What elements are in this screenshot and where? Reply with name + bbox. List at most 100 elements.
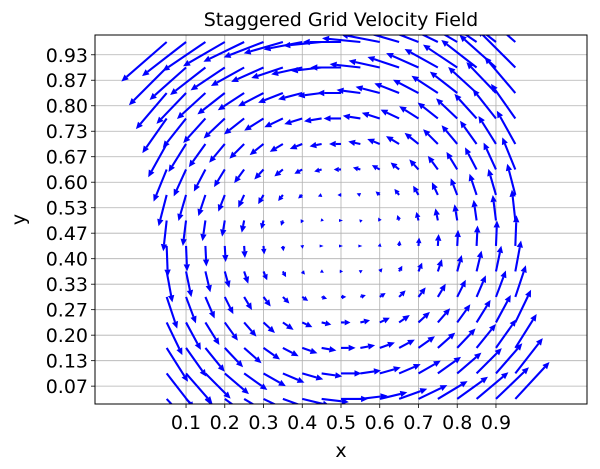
velocity-arrow — [475, 372, 509, 400]
arrow-head — [223, 51, 232, 58]
velocity-arrow — [183, 41, 226, 67]
y-tick-label: 0.27 — [46, 300, 88, 322]
velocity-arrow — [358, 244, 363, 248]
velocity-arrow — [185, 321, 201, 350]
arrow-shaft — [495, 324, 514, 349]
arrow-head — [355, 85, 364, 92]
arrow-shaft — [470, 180, 478, 196]
arrow-head — [217, 103, 226, 111]
arrow-shaft — [282, 372, 299, 381]
x-tick-label: 0.8 — [442, 412, 472, 434]
arrow-head — [241, 251, 248, 258]
arrow-head — [367, 343, 376, 350]
arrow-head — [243, 276, 250, 284]
arrow-shaft — [133, 66, 168, 102]
arrow-head — [217, 364, 225, 372]
arrow-shaft — [282, 397, 301, 404]
velocity-arrow — [135, 92, 168, 130]
arrow-shaft — [278, 168, 284, 174]
arrow-head — [474, 225, 481, 233]
arrow-shaft — [437, 312, 447, 324]
arrow-head — [480, 275, 487, 284]
arrow-head — [334, 372, 343, 379]
arrow-head — [309, 141, 317, 149]
arrow-shaft — [440, 102, 458, 120]
arrow-head — [337, 192, 342, 197]
arrow-head — [176, 111, 185, 119]
velocity-arrow — [336, 87, 361, 95]
y-tick-label: 0.40 — [46, 249, 88, 271]
arrow-shaft — [209, 41, 245, 60]
velocity-arrow — [417, 262, 423, 272]
arrow-shaft — [237, 66, 264, 81]
arrow-shaft — [394, 165, 400, 171]
arrow-head — [459, 279, 466, 288]
velocity-arrow — [456, 376, 488, 400]
arrow-head — [162, 64, 171, 72]
arrow-head — [254, 356, 262, 364]
velocity-arrow — [269, 143, 284, 152]
arrow-shaft — [301, 321, 307, 326]
arrow-head — [260, 222, 266, 229]
velocity-arrow — [360, 318, 371, 325]
arrow-head — [413, 185, 419, 193]
arrow-head — [193, 183, 200, 192]
velocity-arrow — [352, 166, 361, 172]
arrow-head — [249, 329, 257, 337]
arrow-shaft — [488, 61, 517, 94]
arrow-field — [121, 35, 550, 404]
arrow-head — [373, 368, 382, 375]
arrow-head — [245, 302, 253, 311]
velocity-arrow — [513, 215, 520, 246]
arrow-head — [427, 155, 435, 164]
arrow-head — [148, 169, 155, 178]
arrow-head — [223, 127, 232, 135]
velocity-arrow — [417, 336, 435, 349]
velocity-arrow — [341, 319, 351, 326]
arrow-head — [452, 204, 459, 212]
velocity-arrow — [188, 143, 207, 168]
x-tick-label: 0.1 — [171, 412, 201, 434]
arrow-shaft — [379, 319, 385, 324]
arrow-head — [229, 151, 237, 159]
arrow-shaft — [304, 91, 322, 97]
velocity-arrow — [446, 151, 459, 171]
arrow-head — [322, 295, 328, 300]
arrow-head — [300, 219, 305, 224]
velocity-arrow — [249, 143, 265, 156]
arrow-head — [436, 98, 444, 106]
arrow-shaft — [125, 41, 168, 78]
arrow-head — [190, 315, 197, 324]
arrow-shaft — [404, 109, 420, 120]
velocity-arrow — [278, 91, 303, 101]
arrow-head — [459, 381, 468, 388]
velocity-arrow — [224, 347, 244, 368]
arrow-head — [309, 347, 318, 354]
arrow-head — [341, 294, 347, 300]
arrow-head — [450, 178, 457, 186]
velocity-arrow — [224, 372, 249, 395]
arrow-shaft — [262, 321, 271, 330]
velocity-arrow — [417, 311, 430, 324]
arrow-shaft — [494, 227, 498, 247]
arrow-shaft — [456, 380, 483, 400]
arrow-shaft — [437, 360, 456, 375]
arrow-head — [427, 336, 435, 343]
velocity-arrow — [165, 372, 194, 404]
arrow-shaft — [240, 194, 246, 202]
velocity-arrow — [414, 211, 421, 221]
arrow-shaft — [174, 66, 207, 92]
arrow-shaft — [418, 387, 442, 400]
velocity-arrow — [495, 295, 511, 323]
arrow-shaft — [185, 271, 191, 291]
velocity-arrow — [494, 245, 504, 272]
arrow-head — [474, 352, 482, 360]
arrow-shaft — [204, 347, 222, 367]
velocity-arrow — [217, 92, 245, 111]
arrow-head — [382, 317, 390, 324]
arrow-shaft — [417, 267, 421, 272]
arrow-shaft — [485, 148, 497, 170]
arrow-head — [203, 55, 212, 62]
arrow-shaft — [328, 37, 361, 44]
arrow-shaft — [371, 35, 400, 44]
